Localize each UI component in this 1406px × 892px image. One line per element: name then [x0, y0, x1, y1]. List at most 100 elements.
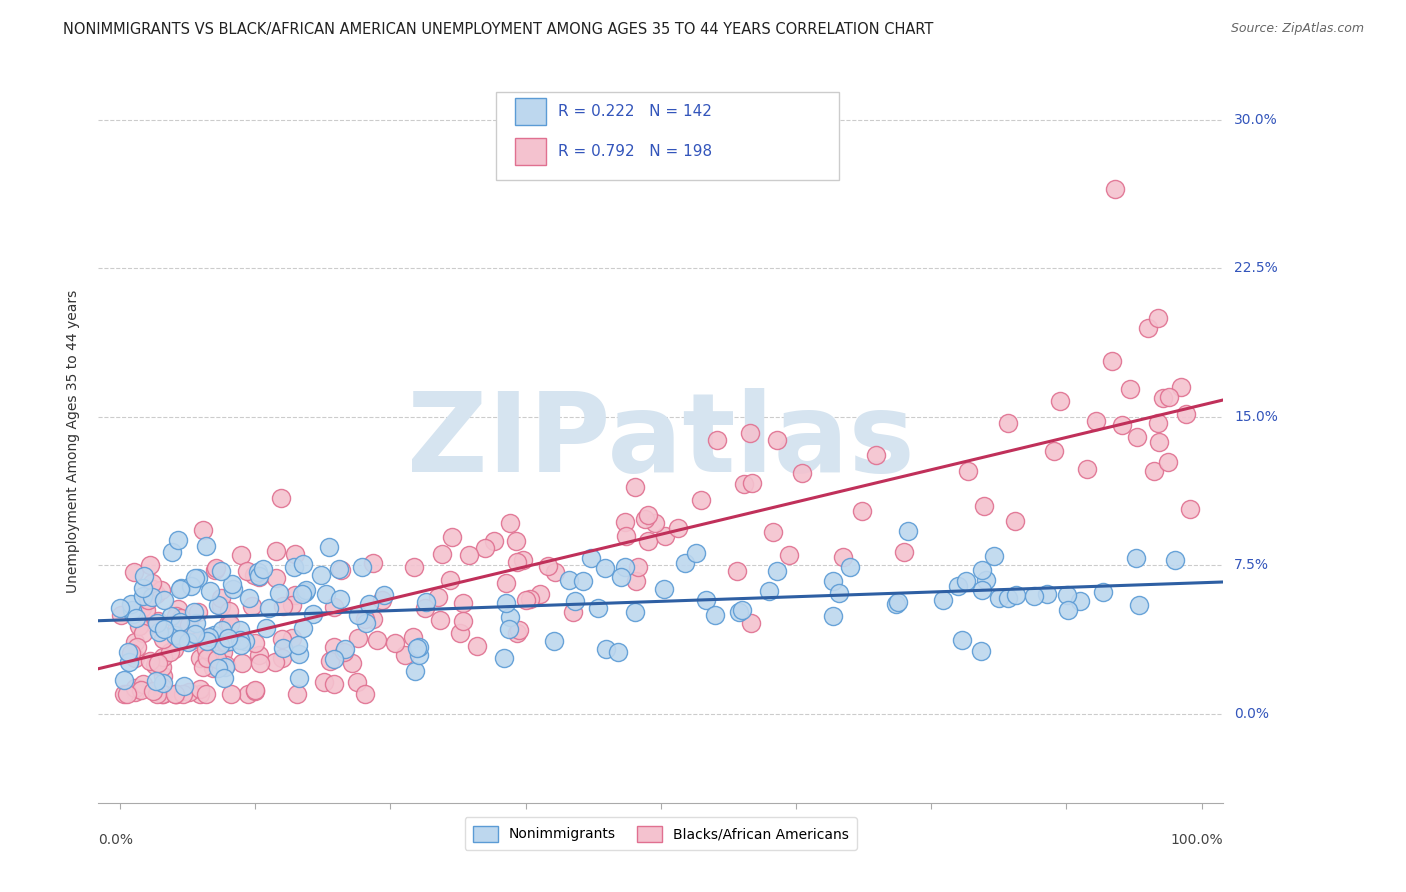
Point: [128, 619, 150, 633]
Point: [205, 560, 228, 574]
Point: [146, 616, 169, 631]
Point: [371, 593, 394, 607]
Text: 0.0%: 0.0%: [1234, 706, 1270, 721]
Point: [163, 687, 186, 701]
Point: [174, 616, 197, 631]
Point: [314, 674, 336, 689]
Point: [132, 590, 155, 604]
Point: [571, 574, 593, 588]
Point: [195, 641, 218, 656]
Point: [264, 655, 287, 669]
Point: [167, 602, 190, 616]
Point: [983, 549, 1005, 563]
Point: [240, 599, 263, 614]
Point: [508, 623, 530, 637]
Point: [183, 605, 205, 619]
Point: [188, 687, 211, 701]
Point: [152, 592, 174, 607]
Point: [1076, 461, 1098, 475]
Point: [1163, 552, 1185, 566]
Point: [740, 616, 762, 631]
Point: [135, 603, 157, 617]
Point: [217, 632, 239, 646]
Point: [654, 529, 676, 543]
Point: [733, 477, 755, 491]
Point: [465, 639, 488, 653]
Point: [1069, 594, 1091, 608]
Point: [832, 549, 855, 564]
Point: [127, 640, 149, 654]
Point: [281, 632, 304, 646]
Point: [352, 560, 374, 574]
Point: [229, 624, 252, 638]
Point: [1157, 455, 1180, 469]
Point: [187, 571, 209, 585]
Point: [146, 657, 169, 671]
Point: [214, 635, 236, 649]
Point: [404, 560, 426, 574]
Point: [150, 680, 173, 694]
Point: [315, 587, 337, 601]
Point: [200, 584, 222, 599]
Point: [132, 676, 155, 690]
Point: [270, 632, 292, 646]
Point: [354, 687, 377, 701]
Point: [187, 605, 209, 619]
Point: [124, 681, 146, 695]
Point: [323, 677, 346, 691]
Point: [184, 571, 207, 585]
Point: [112, 687, 135, 701]
Point: [284, 547, 307, 561]
Point: [146, 687, 169, 701]
Point: [266, 544, 288, 558]
Point: [138, 558, 160, 573]
Point: [291, 587, 314, 601]
Point: [354, 612, 377, 626]
Point: [970, 583, 993, 598]
Point: [931, 593, 953, 607]
Point: [148, 625, 170, 640]
Point: [150, 687, 173, 701]
Point: [449, 625, 471, 640]
Point: [287, 687, 309, 701]
Point: [1104, 182, 1126, 196]
Point: [173, 679, 195, 693]
Point: [593, 561, 616, 575]
Point: [184, 615, 207, 630]
Point: [200, 644, 222, 658]
Point: [1147, 417, 1170, 431]
Point: [165, 609, 187, 624]
Point: [169, 582, 191, 597]
Point: [543, 566, 565, 580]
Point: [294, 585, 316, 599]
Point: [221, 577, 243, 591]
Point: [205, 652, 228, 666]
Point: [766, 564, 789, 578]
Point: [132, 626, 155, 640]
Point: [402, 630, 425, 644]
Point: [1056, 588, 1078, 602]
Legend: Nonimmigrants, Blacks/African Americans: Nonimmigrants, Blacks/African Americans: [464, 817, 858, 850]
Point: [970, 644, 993, 658]
Text: Source: ZipAtlas.com: Source: ZipAtlas.com: [1230, 22, 1364, 36]
Point: [318, 540, 340, 554]
Point: [287, 638, 309, 652]
Point: [354, 616, 377, 631]
Point: [132, 568, 155, 582]
Point: [506, 626, 529, 640]
Text: 30.0%: 30.0%: [1234, 113, 1278, 127]
Point: [129, 683, 152, 698]
Point: [666, 521, 689, 535]
Point: [235, 634, 257, 648]
Point: [970, 563, 993, 577]
Text: NONIMMIGRANTS VS BLACK/AFRICAN AMERICAN UNEMPLOYMENT AMONG AGES 35 TO 44 YEARS C: NONIMMIGRANTS VS BLACK/AFRICAN AMERICAN …: [63, 22, 934, 37]
Point: [384, 636, 406, 650]
Point: [152, 676, 174, 690]
Point: [741, 475, 763, 490]
Point: [328, 562, 350, 576]
Point: [247, 570, 270, 584]
Point: [1147, 310, 1170, 325]
Point: [439, 574, 461, 588]
Point: [613, 516, 636, 530]
Point: [229, 548, 252, 562]
